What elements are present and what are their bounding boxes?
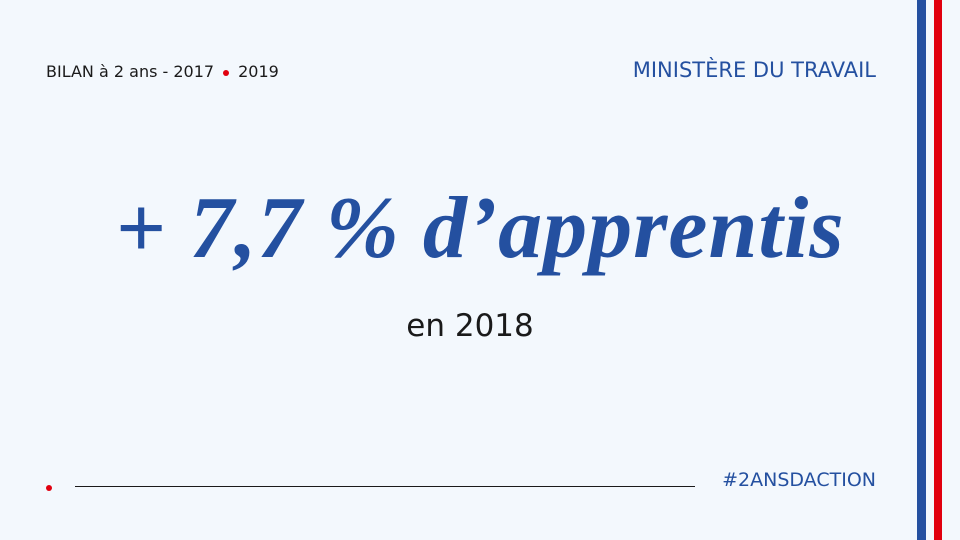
flag-stripe-blue xyxy=(917,0,926,540)
hashtag: #2ANSDACTION xyxy=(722,469,876,491)
header-label: BILAN à 2 ans - 2017 xyxy=(46,62,215,81)
headline: + 7,7 % d’apprentis xyxy=(115,180,845,277)
footer-rule xyxy=(75,486,695,487)
subheadline: en 2018 xyxy=(406,308,534,344)
red-dot xyxy=(46,485,52,491)
header-year: 2019 xyxy=(238,62,279,81)
bullet xyxy=(223,69,230,76)
ministry: MINISTÈRE DU TRAVAIL xyxy=(632,58,876,82)
header-left: BILAN à 2 ans - 2017 2019 xyxy=(46,62,279,81)
flag-stripe-red xyxy=(934,0,942,540)
